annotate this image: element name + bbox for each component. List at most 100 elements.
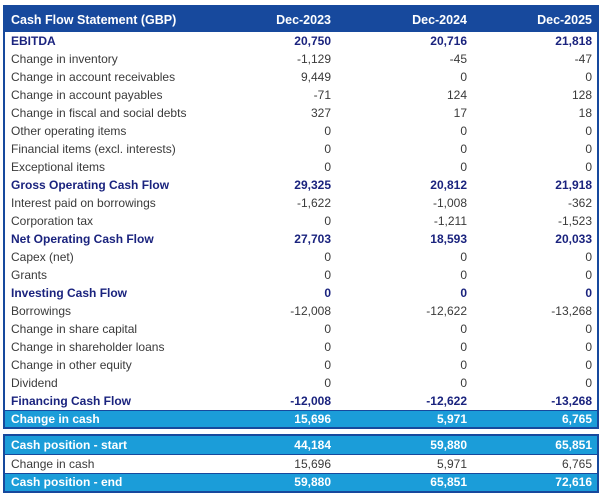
row-value: 124 — [446, 88, 467, 102]
row-value: 0 — [460, 358, 467, 372]
table-row: Change in cash 15,696 5,971 6,765 — [4, 410, 598, 428]
table-row: Exceptional items 0 0 0 — [4, 158, 598, 176]
row-label: Capex (net) — [11, 250, 74, 264]
row-value: 0 — [585, 124, 592, 138]
row-value: 0 — [324, 214, 331, 228]
row-value: 6,765 — [561, 456, 592, 471]
column-header-dec-2025: Dec-2025 — [537, 12, 592, 27]
table-header-row: Cash Flow Statement (GBP) Dec-2023 Dec-2… — [4, 6, 598, 32]
row-value: 0 — [585, 286, 592, 300]
row-value: 21,918 — [555, 178, 592, 192]
row-value: 0 — [324, 160, 331, 174]
table-row: EBITDA 20,750 20,716 21,818 — [4, 32, 598, 50]
row-label: Change in shareholder loans — [11, 340, 165, 354]
row-value: 0 — [324, 376, 331, 390]
table-row: Change in cash 15,696 5,971 6,765 — [4, 454, 598, 473]
row-label: Gross Operating Cash Flow — [11, 178, 170, 192]
row-label: Financial items (excl. interests) — [11, 142, 176, 156]
row-value: -45 — [449, 52, 467, 66]
row-value: -47 — [574, 52, 592, 66]
row-label: Corporation tax — [11, 214, 94, 228]
table-row: Change in other equity 0 0 0 — [4, 356, 598, 374]
row-value: 6,765 — [561, 411, 592, 426]
row-value: 0 — [460, 250, 467, 264]
table-row: Cash position - end 59,880 65,851 72,616 — [4, 473, 598, 492]
row-label: Change in other equity — [11, 358, 132, 372]
row-value: 0 — [324, 142, 331, 156]
table-row: Change in fiscal and social debts 327 17 18 — [4, 104, 598, 122]
row-value: 0 — [324, 124, 331, 138]
table-row: Change in account payables -71 124 128 — [4, 86, 598, 104]
table-row: Other operating items 0 0 0 — [4, 122, 598, 140]
row-value: 0 — [585, 322, 592, 336]
row-label: Cash position - end — [11, 475, 123, 490]
row-value: 15,696 — [294, 456, 331, 471]
row-value: -1,211 — [433, 214, 467, 228]
row-value: 20,750 — [294, 34, 331, 48]
row-label: Borrowings — [11, 304, 72, 318]
row-label: Exceptional items — [11, 160, 106, 174]
row-value: 65,851 — [430, 475, 467, 490]
row-value: -12,622 — [426, 304, 467, 318]
row-value: 0 — [460, 322, 467, 336]
row-label: Change in cash — [11, 411, 100, 426]
row-value: 18,593 — [430, 232, 467, 246]
row-value: 0 — [460, 376, 467, 390]
row-value: 0 — [460, 268, 467, 282]
row-label: Net Operating Cash Flow — [11, 232, 154, 246]
table-row: Change in share capital 0 0 0 — [4, 320, 598, 338]
row-value: -71 — [313, 88, 331, 102]
table-row: Investing Cash Flow 0 0 0 — [4, 284, 598, 302]
cash-position-table-body: Cash position - start 44,184 59,880 65,851 C… — [4, 435, 598, 492]
table-row: Corporation tax 0 -1,211 -1,523 — [4, 212, 598, 230]
column-header-dec-2023: Dec-2023 — [276, 12, 331, 27]
row-value: 0 — [324, 340, 331, 354]
row-label: Change in account payables — [11, 88, 163, 102]
cash-flow-table: Cash Flow Statement (GBP) Dec-2023 Dec-2… — [3, 5, 599, 429]
row-label: Interest paid on borrowings — [11, 196, 156, 210]
row-label: EBITDA — [11, 34, 56, 48]
row-value: 0 — [460, 142, 467, 156]
row-value: 0 — [324, 322, 331, 336]
row-value: 0 — [585, 160, 592, 174]
table-row: Dividend 0 0 0 — [4, 374, 598, 392]
row-value: -13,268 — [551, 304, 592, 318]
table-row: Financing Cash Flow -12,008 -12,622 -13,268 — [4, 392, 598, 410]
row-value: 0 — [585, 358, 592, 372]
row-value: 29,325 — [294, 178, 331, 192]
row-label: Grants — [11, 268, 48, 282]
row-value: 128 — [571, 88, 592, 102]
row-label: Other operating items — [11, 124, 127, 138]
row-value: 0 — [460, 160, 467, 174]
row-value: 9,449 — [300, 70, 331, 84]
row-value: -12,622 — [426, 393, 467, 408]
row-value: 72,616 — [555, 475, 592, 490]
row-value: 5,971 — [436, 411, 467, 426]
row-label: Dividend — [11, 376, 58, 390]
table-row: Change in account receivables 9,449 0 0 — [4, 68, 598, 86]
table-row: Grants 0 0 0 — [4, 266, 598, 284]
row-label: Change in share capital — [11, 322, 138, 336]
row-value: 65,851 — [555, 437, 592, 452]
row-value: 0 — [460, 124, 467, 138]
row-value: 0 — [324, 286, 331, 300]
main-table-body: EBITDA 20,750 20,716 21,818 Change in invent… — [4, 32, 598, 428]
table-row: Change in shareholder loans 0 0 0 — [4, 338, 598, 356]
row-value: -362 — [567, 196, 592, 210]
row-value: 27,703 — [294, 232, 331, 246]
column-header-dec-2024: Dec-2024 — [412, 12, 467, 27]
row-value: 0 — [460, 70, 467, 84]
row-label: Financing Cash Flow — [11, 393, 132, 408]
row-value: 15,696 — [294, 411, 331, 426]
table-row: Capex (net) 0 0 0 — [4, 248, 598, 266]
row-value: 0 — [585, 70, 592, 84]
row-value: 0 — [324, 268, 331, 282]
row-value: 0 — [585, 268, 592, 282]
row-label: Change in inventory — [11, 52, 118, 66]
row-value: -1,008 — [432, 196, 467, 210]
row-value: -1,523 — [557, 214, 592, 228]
row-label: Change in fiscal and social debts — [11, 106, 187, 120]
row-value: -12,008 — [290, 393, 331, 408]
row-value: 21,818 — [555, 34, 592, 48]
